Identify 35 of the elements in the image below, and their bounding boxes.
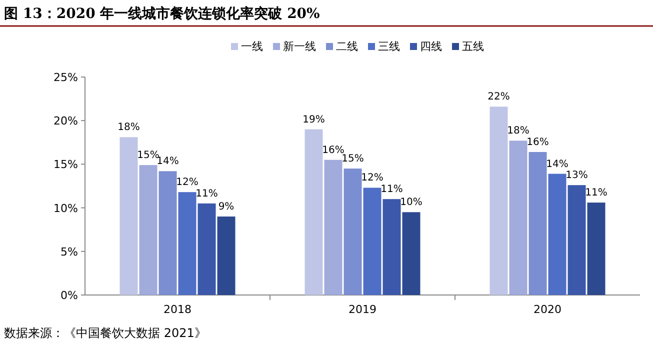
- y-tick-label: 10%: [54, 202, 78, 215]
- data-label: 18%: [118, 122, 140, 134]
- y-tick-label: 25%: [54, 71, 78, 84]
- legend-label: 二线: [336, 40, 358, 53]
- data-label: 10%: [400, 197, 422, 208]
- data-label: 14%: [156, 156, 179, 168]
- x-tick-label: 2019: [348, 303, 376, 316]
- data-label: 19%: [302, 114, 325, 126]
- data-label: 16%: [526, 136, 549, 148]
- data-label: 14%: [546, 158, 568, 170]
- data-label: 9%: [218, 202, 234, 213]
- data-label: 11%: [380, 184, 403, 196]
- data-label: 12%: [361, 172, 384, 184]
- legend-label: 三线: [378, 40, 400, 53]
- legend-label: 四线: [420, 40, 442, 53]
- y-tick-label: 0%: [60, 289, 78, 302]
- data-label: 15%: [137, 150, 160, 162]
- data-label: 15%: [342, 154, 364, 165]
- x-tick-label: 2018: [164, 303, 192, 316]
- title: 图 13：2020 年一线城市餐饮连锁化率突破 20%: [4, 6, 320, 22]
- data-label: 11%: [196, 188, 218, 200]
- legend-label: 五线: [462, 40, 484, 53]
- data-label: 11%: [585, 188, 608, 199]
- data-label: 12%: [176, 177, 198, 188]
- annotation: 数据来源：《中国餐饮大数据 2021》: [4, 326, 206, 340]
- y-tick-label: 15%: [54, 158, 78, 172]
- x-tick-label: 2020: [534, 303, 562, 316]
- legend-label: 新一线: [283, 40, 316, 53]
- data-label: 18%: [507, 126, 530, 137]
- y-tick-label: 5%: [60, 245, 78, 258]
- legend-label: 一线: [241, 40, 263, 53]
- y-tick-label: 20%: [54, 114, 78, 128]
- data-label: 16%: [322, 144, 344, 156]
- data-label: 13%: [566, 170, 588, 182]
- data-label: 22%: [488, 92, 510, 103]
